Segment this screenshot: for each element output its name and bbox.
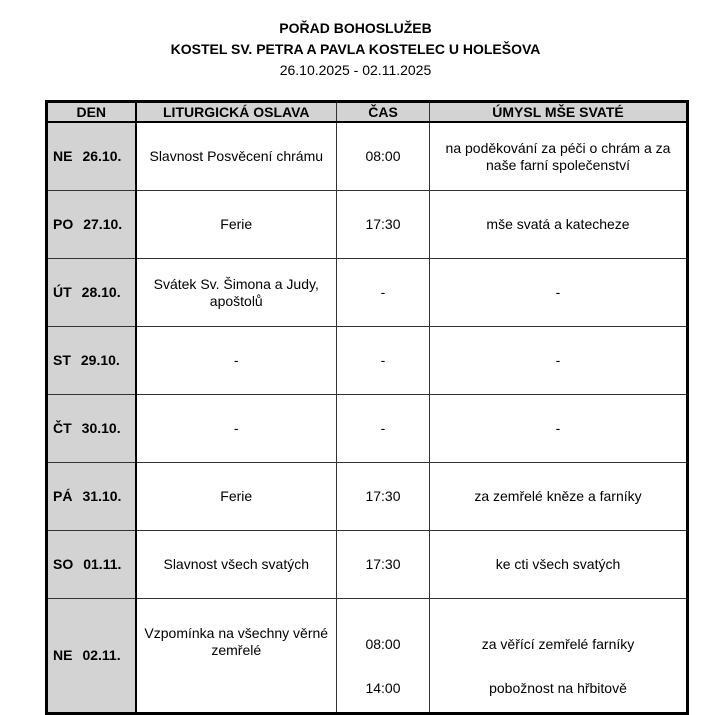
feast-cell: Ferie	[135, 190, 337, 259]
date: 01.11.	[83, 556, 122, 572]
date: 02.11.	[82, 647, 121, 663]
intention-cell: za zemřelé kněze a farníky	[429, 462, 688, 531]
feast-cell: Ferie	[135, 462, 337, 531]
date: 30.10.	[81, 420, 121, 436]
table-row: NE 02.11. Vzpomínka na všechny věrné zemř…	[46, 598, 688, 714]
intention-cell: mše svatá a katecheze	[429, 190, 688, 259]
weekday: NE	[53, 148, 73, 164]
weekday: ČT	[53, 420, 72, 436]
time: 08:00	[365, 636, 401, 652]
day-cell: PO 27.10.	[46, 190, 137, 259]
weekday: PO	[53, 216, 74, 232]
table-row: SO 01.11. Slavnost všech svatých 17:30 ke…	[46, 530, 688, 599]
col-time: ČAS	[336, 101, 430, 123]
weekday: ÚT	[53, 284, 72, 300]
date: 29.10.	[80, 352, 120, 368]
table-row: PÁ 31.10. Ferie 17:30 za zemřelé kněze a …	[46, 462, 688, 531]
time-cell: 08:00	[336, 121, 430, 191]
date-range: 26.10.2025 - 02.11.2025	[279, 62, 432, 78]
day-cell: ČT 30.10.	[46, 394, 137, 463]
time-cell: -	[336, 258, 430, 327]
weekday: NE	[53, 647, 73, 663]
feast-cell: Vzpomínka na všechny věrné zemřelé	[135, 598, 337, 714]
col-feast: LITURGICKÁ OSLAVA	[135, 101, 337, 123]
weekday: ST	[53, 352, 71, 368]
table-row: ČT 30.10. - - -	[46, 394, 688, 463]
intention-cell: na poděkování za péči o chrám a za naše …	[429, 121, 688, 191]
feast-cell: Svátek Sv. Šimona a Judy, apoštolů	[135, 258, 337, 327]
time-cell: -	[336, 326, 430, 395]
time-cell: -	[336, 394, 430, 463]
time-cell: 17:30	[336, 190, 430, 259]
col-day: DEN	[46, 101, 137, 123]
document-title: POŘAD BOHOSLUŽEB	[279, 20, 432, 36]
time-cell: 08:00 14:00	[336, 598, 430, 714]
church-name: KOSTEL SV. PETRA A PAVLA KOSTELEC U HOLE…	[170, 41, 541, 57]
day-cell: SO 01.11.	[46, 530, 137, 599]
intention-cell: -	[429, 394, 688, 463]
time-cell: 17:30	[336, 462, 430, 531]
table-row: NE 26.10. Slavnost Posvěcení chrámu 08:00…	[46, 121, 688, 191]
feast-cell: -	[135, 394, 337, 463]
date: 27.10.	[83, 216, 123, 232]
time: 14:00	[365, 680, 401, 696]
time-cell: 17:30	[336, 530, 430, 599]
date: 31.10.	[82, 488, 122, 504]
intention-cell: za věřící zemřelé farníky pobožnost na hř…	[429, 598, 688, 714]
weekday: PÁ	[53, 488, 73, 504]
intention-cell: ke cti všech svatých	[429, 530, 688, 599]
table-row: PO 27.10. Ferie 17:30 mše svatá a kateche…	[46, 190, 688, 259]
intention: pobožnost na hřbitově	[489, 680, 627, 696]
intention-cell: -	[429, 326, 688, 395]
header-row: DEN LITURGICKÁ OSLAVA ČAS ÚMYSL MŠE SVAT…	[46, 101, 688, 123]
day-cell: ÚT 28.10.	[46, 258, 137, 327]
feast-cell: Slavnost Posvěcení chrámu	[135, 121, 337, 191]
date: 26.10.	[82, 148, 122, 164]
feast-cell: -	[135, 326, 337, 395]
intention: za věřící zemřelé farníky	[481, 636, 635, 652]
day-cell: NE 02.11.	[46, 598, 137, 714]
weekday: SO	[53, 556, 74, 572]
date: 28.10.	[81, 284, 121, 300]
table-row: ÚT 28.10. Svátek Sv. Šimona a Judy, apošt…	[46, 258, 688, 327]
feast-cell: Slavnost všech svatých	[135, 530, 337, 599]
day-cell: NE 26.10.	[46, 121, 137, 191]
table-row: ST 29.10. - - -	[46, 326, 688, 395]
day-cell: ST 29.10.	[46, 326, 137, 395]
schedule-table: DEN LITURGICKÁ OSLAVA ČAS ÚMYSL MŠE SVAT…	[45, 100, 689, 715]
col-intention: ÚMYSL MŠE SVATÉ	[429, 101, 688, 123]
day-cell: PÁ 31.10.	[46, 462, 137, 531]
intention-cell: -	[429, 258, 688, 327]
